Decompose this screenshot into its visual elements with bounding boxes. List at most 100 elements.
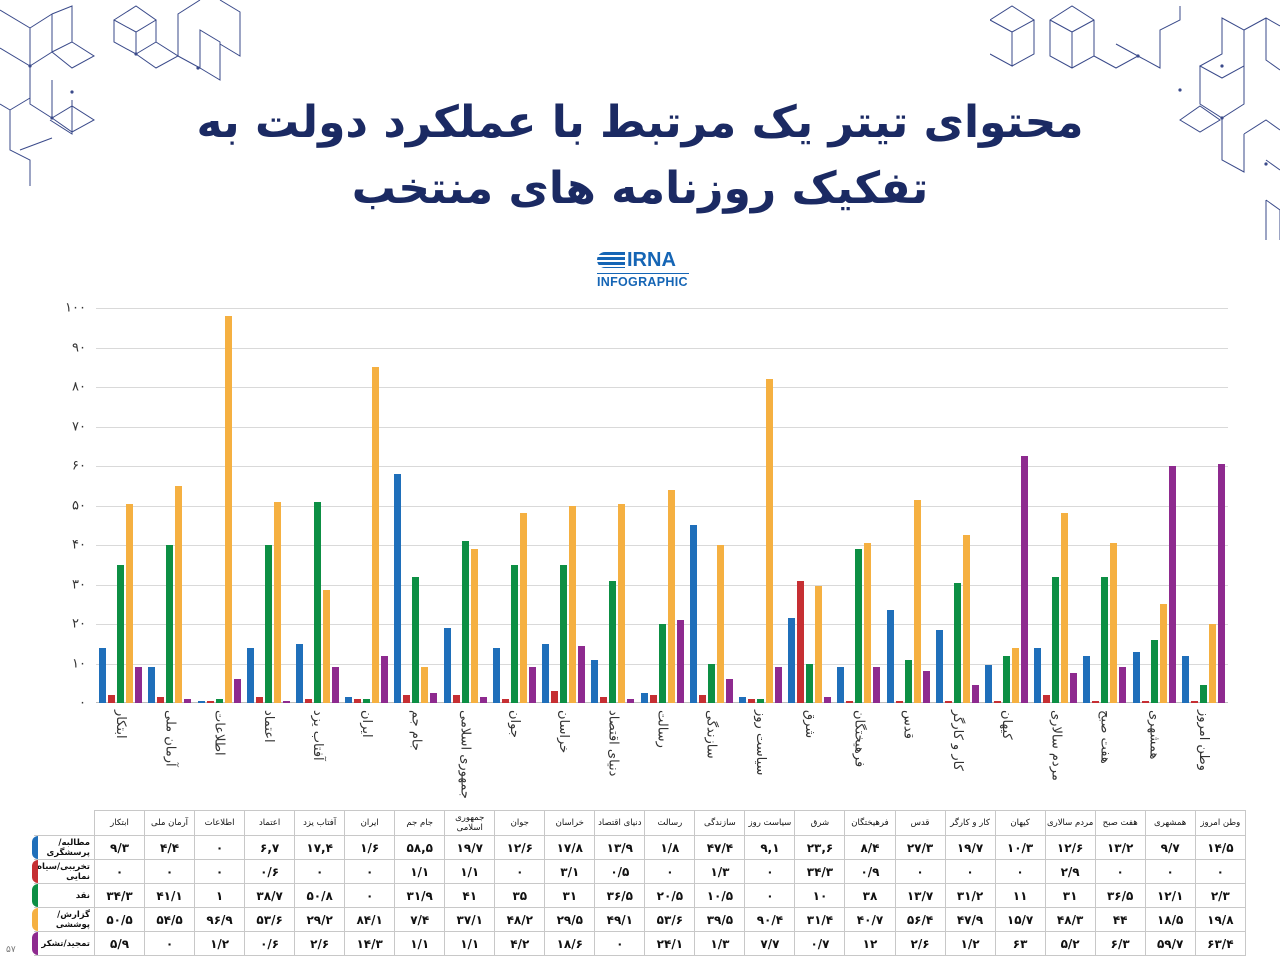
x-tick-label: مردم سالاری	[1048, 710, 1064, 781]
table-cell: ۳۴/۳	[794, 859, 846, 884]
bar	[246, 647, 254, 703]
table-cell: ۳۸/۷	[244, 883, 296, 908]
table-cell: ۵۶/۴	[894, 907, 946, 932]
bar	[452, 695, 460, 703]
table-row: نقد ۳۴/۳ ۴۱/۱ ۱ ۳۸/۷ ۵۰/۸ ۰ ۳۱/۹ ۴۱ ۳۵ ۳۱ ۳۶/۵ ۲۰/۵ ۱…	[32, 883, 1247, 908]
table-cell: ۳۹/۵	[694, 907, 746, 932]
bar	[649, 695, 657, 703]
series-color-marker	[32, 884, 38, 907]
table-cell: ۱۲/۶	[1044, 835, 1096, 860]
bar	[233, 679, 241, 703]
table-cell: ۰	[194, 859, 246, 884]
table-cell: ۰/۷	[794, 931, 846, 956]
bar-group	[982, 308, 1031, 703]
table-cell: ۵/۹	[93, 931, 146, 956]
table-cell: ۵۹/۷	[1144, 931, 1196, 956]
table-cell: ۰	[194, 835, 246, 860]
table-cell: ۱۹/۷	[944, 835, 996, 860]
x-tick-label: فرهیختگان	[851, 710, 867, 768]
y-tick-label: ۶۰	[72, 458, 86, 474]
bar	[985, 665, 993, 703]
bar	[864, 543, 872, 703]
table-cell: ۱۳/۲	[1094, 835, 1146, 860]
bar	[255, 697, 263, 703]
x-tick-label: دنیای اقتصاد	[605, 710, 621, 777]
table-cell: ۵۴/۵	[144, 907, 196, 932]
table-cell: ۰	[344, 883, 396, 908]
table-cell: ۳۱	[544, 883, 596, 908]
bar	[175, 485, 183, 703]
gridline	[96, 505, 1228, 507]
table-cell: ۰	[1144, 859, 1196, 884]
x-tick-label: خراسان	[556, 710, 572, 754]
table-row: تمجید/تشکر ۵/۹ ۰ ۱/۲ ۰/۶ ۲/۶ ۱۴/۳ ۱/۱ ۱/۱ ۴/۲ ۱۸/۶…	[32, 931, 1247, 956]
table-cell: ۳۱/۹	[394, 883, 446, 908]
table-cell: ۹,۱	[744, 835, 796, 860]
table-cell: ۰	[93, 859, 146, 884]
y-tick-label: ۵۰	[72, 498, 86, 513]
bar	[658, 624, 666, 703]
table-cell: ۰	[744, 883, 796, 908]
bar	[519, 513, 527, 703]
bar	[922, 671, 930, 703]
table-cell: ۲۷/۳	[894, 835, 946, 860]
table-cell: ۲/۹	[1044, 859, 1096, 884]
table-column-header: خراسان	[544, 810, 596, 836]
table-column-header: فرهیختگان	[844, 810, 896, 836]
y-tick-label: ۱۰	[72, 656, 86, 671]
table-cell: ۴/۲	[494, 931, 546, 956]
bar	[542, 643, 550, 703]
bar	[1208, 624, 1216, 703]
table-cell: ۰	[294, 859, 346, 884]
table-column-header: هفت صبح	[1094, 810, 1146, 836]
bar	[461, 541, 469, 703]
bar	[738, 697, 746, 703]
table-cell: ۳۸	[844, 883, 896, 908]
table-column-header: شرق	[794, 810, 846, 836]
bar-group	[96, 308, 145, 703]
table-cell: ۱۲	[844, 931, 896, 956]
table-column-header: قدس	[894, 810, 946, 836]
table-cell: ۲/۳	[1194, 883, 1247, 908]
table-corner	[34, 811, 95, 836]
table-column-header: آفتاب یزد	[294, 810, 346, 836]
table-cell: ۱۹/۷	[444, 835, 496, 860]
table-cell: ۷/۷	[744, 931, 796, 956]
gridline	[96, 308, 1228, 309]
bar	[510, 564, 518, 703]
bar	[354, 699, 362, 703]
bar	[166, 545, 174, 703]
table-cell: ۱/۸	[644, 835, 696, 860]
table-cell: ۳۵	[494, 883, 546, 908]
table-column-header: کار و کارگر	[944, 810, 996, 836]
table-cell: ۱/۱	[394, 931, 446, 956]
bar	[569, 505, 577, 703]
table-cell: ۶۳/۴	[1194, 931, 1247, 956]
row-label: مطالبه/پرسشگری	[32, 835, 95, 860]
table-cell: ۴۱	[444, 883, 496, 908]
bar-group	[539, 308, 588, 703]
bar	[640, 693, 648, 703]
y-tick-label: ۲۰	[72, 616, 86, 632]
bar	[313, 501, 321, 703]
table-cell: ۰	[494, 859, 546, 884]
table-cell: ۹/۳	[93, 835, 146, 860]
table-cell: ۸۴/۱	[344, 907, 396, 932]
data-table: ابتکار آرمان ملی اطلاعات اعتماد آفتاب یزد ایر…	[32, 810, 1247, 956]
bar	[944, 701, 952, 703]
table-column-header: کیهان	[994, 810, 1046, 836]
bar	[99, 647, 107, 703]
table-column-header: اعتماد	[244, 810, 296, 836]
table-column-header: رسالت	[644, 810, 696, 836]
bar	[698, 695, 706, 703]
table-column-header: جام جم	[394, 810, 446, 836]
table-cell: ۱/۱	[394, 859, 446, 884]
table-cell: ۰	[144, 931, 196, 956]
bar	[197, 701, 205, 703]
bar-group	[687, 308, 736, 703]
x-tick-label: وطن امروز	[1195, 710, 1211, 771]
bar	[756, 699, 764, 703]
table-cell: ۴۹/۱	[594, 907, 646, 932]
table-cell: ۱۹/۸	[1194, 907, 1247, 932]
table-column-header: جمهوری اسلامی	[444, 810, 496, 836]
